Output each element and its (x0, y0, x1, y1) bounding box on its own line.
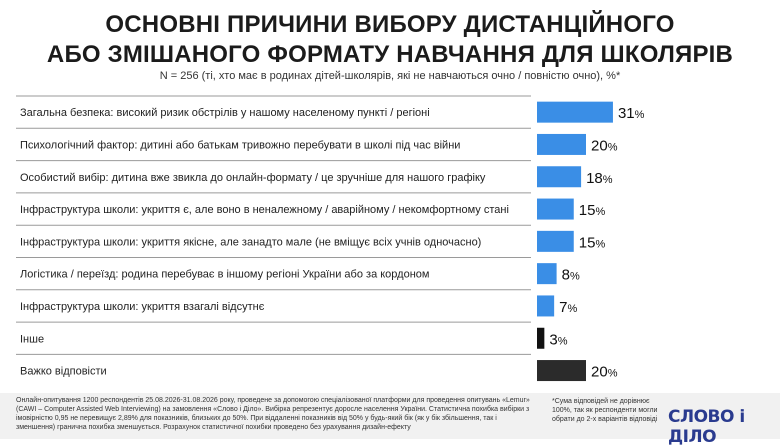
brand-logo: СЛОВО і ДІЛО (668, 407, 745, 447)
bar (537, 230, 574, 252)
bar (537, 327, 545, 349)
category-label: Інфраструктура школи: укриття є, але вон… (20, 204, 509, 216)
page-title: ОСНОВНІ ПРИЧИНИ ВИБОРУ ДИСТАНЦІЙНОГО АБО… (0, 10, 780, 70)
data-label: 18% (586, 170, 613, 187)
category-label: Загальна безпека: високий ризик обстрілі… (20, 107, 430, 119)
bar (537, 295, 555, 317)
category-label: Інше (20, 333, 44, 345)
category-label: Інфраструктура школи: укриття якісне, ал… (20, 236, 481, 248)
footer-panel (0, 393, 780, 439)
category-label: Особистий вибір: дитина вже звикла до он… (20, 172, 486, 184)
data-label: 31% (618, 105, 645, 122)
bar (537, 360, 586, 382)
bar (537, 263, 557, 285)
category-label: Важко відповісти (20, 366, 107, 378)
bar (537, 166, 582, 188)
title-line-2: АБО ЗМІШАНОГО ФОРМАТУ НАВЧАННЯ ДЛЯ ШКОЛЯ… (46, 41, 734, 68)
bar (537, 198, 574, 220)
data-label: 7% (559, 299, 577, 316)
title-line-1: ОСНОВНІ ПРИЧИНИ ВИБОРУ ДИСТАНЦІЙНОГО (105, 11, 675, 38)
bar (537, 101, 613, 123)
category-label: Інфраструктура школи: укриття взагалі ві… (20, 301, 265, 313)
bar (537, 133, 586, 155)
bar-chart: Загальна безпека: високий ризик обстрілі… (16, 95, 645, 382)
data-label: 15% (579, 202, 606, 219)
category-label: Психологічний фактор: дитині або батькам… (20, 139, 460, 151)
data-label: 20% (591, 137, 618, 154)
data-label: 3% (549, 331, 567, 348)
data-label: 15% (579, 234, 606, 251)
methodology-note: Онлайн-опитування 1200 респондентів 25.0… (16, 397, 530, 431)
data-label: 8% (562, 267, 580, 284)
chart-subtitle: N = 256 (ті, хто має в родинах дітей-шко… (159, 70, 621, 82)
category-label: Логістика / переїзд: родина перебуває в … (20, 269, 429, 281)
data-label: 20% (591, 364, 618, 381)
sum-footnote: *Сума відповідей не дорівнює 100%, так я… (552, 398, 658, 423)
